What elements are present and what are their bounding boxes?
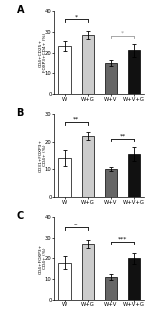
Bar	[105, 169, 117, 197]
Bar	[128, 50, 140, 94]
Text: **: **	[73, 117, 80, 122]
Text: A: A	[16, 5, 24, 15]
Y-axis label: CD31+FOXP3+
CD4+ (%): CD31+FOXP3+ CD4+ (%)	[38, 139, 47, 172]
Bar	[105, 63, 117, 94]
Text: --: --	[74, 222, 79, 227]
Bar	[82, 35, 94, 94]
Bar	[128, 154, 140, 197]
Text: C: C	[16, 211, 24, 221]
Bar	[105, 277, 117, 300]
Bar	[58, 158, 71, 197]
Text: B: B	[16, 108, 24, 118]
Text: **: **	[119, 134, 126, 139]
Bar	[128, 259, 140, 300]
Y-axis label: CD4+CD25+
FOXP3+CD4+ (%): CD4+CD25+ FOXP3+CD4+ (%)	[38, 33, 47, 72]
Text: *: *	[75, 14, 78, 19]
Y-axis label: CD4+FOXP3+
CD4+ (%): CD4+FOXP3+ CD4+ (%)	[38, 243, 47, 274]
Bar	[58, 46, 71, 94]
Text: *: *	[121, 31, 124, 36]
Bar	[58, 263, 71, 300]
Bar	[82, 136, 94, 197]
Bar	[82, 244, 94, 300]
Text: ***: ***	[118, 236, 127, 241]
